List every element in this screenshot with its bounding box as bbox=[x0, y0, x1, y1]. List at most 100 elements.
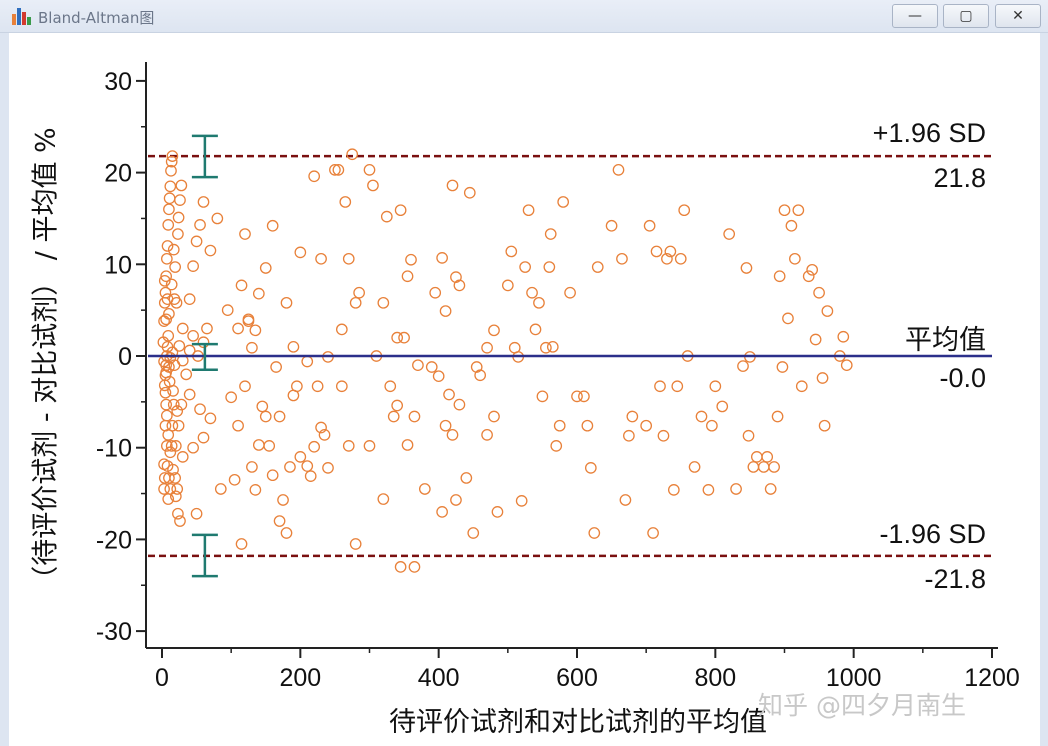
data-point bbox=[706, 419, 718, 432]
data-point bbox=[167, 243, 180, 256]
data-point bbox=[519, 261, 531, 273]
data-point bbox=[764, 483, 777, 495]
data-point bbox=[674, 252, 687, 265]
data-point bbox=[768, 461, 780, 473]
data-point bbox=[747, 461, 760, 473]
data-point bbox=[160, 270, 172, 283]
data-point bbox=[342, 440, 355, 452]
data-point bbox=[246, 461, 258, 473]
data-point bbox=[201, 322, 213, 335]
data-point bbox=[175, 179, 188, 192]
data-point bbox=[187, 260, 199, 272]
data-point bbox=[750, 451, 763, 463]
minimize-button[interactable]: — bbox=[892, 4, 938, 28]
data-point bbox=[294, 246, 307, 259]
data-point bbox=[332, 163, 345, 176]
data-point bbox=[329, 163, 341, 176]
data-point bbox=[377, 296, 390, 309]
y-tick-label: 30 bbox=[104, 68, 132, 96]
data-point bbox=[304, 470, 317, 482]
data-point bbox=[164, 483, 177, 495]
x-tick-label: 0 bbox=[155, 664, 169, 692]
y-tick-label: -20 bbox=[96, 526, 132, 554]
data-point bbox=[564, 286, 576, 299]
data-point bbox=[470, 361, 483, 373]
data-point bbox=[322, 462, 334, 474]
data-point bbox=[730, 483, 742, 495]
data-point bbox=[540, 341, 552, 354]
data-point bbox=[391, 331, 404, 344]
data-point bbox=[287, 340, 300, 353]
data-point bbox=[795, 380, 808, 393]
data-point bbox=[394, 204, 407, 217]
data-point bbox=[190, 507, 203, 520]
data-point bbox=[550, 440, 563, 452]
data-point bbox=[453, 398, 466, 411]
y-tick-label: 10 bbox=[104, 251, 132, 279]
data-point bbox=[160, 440, 173, 452]
data-point bbox=[172, 419, 185, 432]
data-point bbox=[816, 372, 829, 384]
data-point bbox=[429, 286, 442, 299]
chart-app-icon bbox=[12, 7, 32, 25]
data-point bbox=[256, 400, 269, 413]
data-point bbox=[446, 179, 459, 192]
x-tick-label: 1200 bbox=[964, 664, 1020, 692]
data-point bbox=[802, 270, 815, 283]
data-point bbox=[174, 194, 186, 206]
data-point bbox=[280, 296, 293, 309]
data-point bbox=[252, 439, 265, 451]
data-point bbox=[160, 252, 173, 265]
data-point bbox=[605, 219, 618, 232]
data-point bbox=[654, 380, 666, 393]
window-frame-left bbox=[0, 33, 9, 746]
data-point bbox=[778, 204, 791, 217]
data-point bbox=[164, 180, 177, 193]
data-point bbox=[526, 286, 538, 299]
data-point bbox=[840, 359, 853, 372]
data-point bbox=[211, 212, 224, 225]
data-point bbox=[163, 307, 175, 320]
data-point bbox=[187, 329, 199, 342]
data-point bbox=[158, 274, 171, 287]
data-point bbox=[488, 324, 500, 337]
data-point bbox=[349, 296, 362, 309]
maximize-button[interactable]: ▢ bbox=[943, 4, 989, 28]
data-point bbox=[678, 204, 691, 217]
data-point bbox=[737, 360, 749, 372]
data-point bbox=[246, 341, 258, 354]
data-point bbox=[584, 462, 597, 474]
data-point bbox=[346, 148, 359, 161]
data-point bbox=[168, 293, 181, 305]
data-point bbox=[165, 440, 178, 452]
zhihu-watermark: 知乎 @四夕月南生 bbox=[758, 691, 966, 720]
data-point bbox=[235, 538, 248, 550]
data-point bbox=[813, 286, 825, 299]
x-tick-label: 200 bbox=[279, 664, 321, 692]
data-point bbox=[380, 210, 393, 223]
data-point bbox=[387, 410, 400, 423]
data-point bbox=[252, 287, 265, 300]
data-point bbox=[249, 324, 262, 337]
data-point bbox=[228, 473, 241, 486]
data-point bbox=[716, 400, 729, 413]
data-point bbox=[619, 494, 632, 506]
data-point bbox=[432, 370, 445, 383]
data-point bbox=[425, 361, 438, 373]
data-point bbox=[405, 253, 417, 266]
data-point bbox=[164, 446, 177, 459]
data-point bbox=[467, 527, 480, 539]
data-point bbox=[401, 270, 414, 283]
data-point bbox=[232, 419, 244, 432]
data-point bbox=[161, 240, 174, 252]
data-point bbox=[460, 472, 473, 484]
data-point bbox=[623, 429, 635, 442]
data-point bbox=[301, 460, 314, 472]
lower-loa-label: -1.96 SD bbox=[879, 519, 986, 549]
x-tick-label: 600 bbox=[556, 664, 598, 692]
data-point bbox=[266, 469, 279, 482]
close-button[interactable]: ✕ bbox=[995, 4, 1041, 28]
data-point bbox=[158, 483, 170, 495]
data-point bbox=[837, 330, 850, 343]
